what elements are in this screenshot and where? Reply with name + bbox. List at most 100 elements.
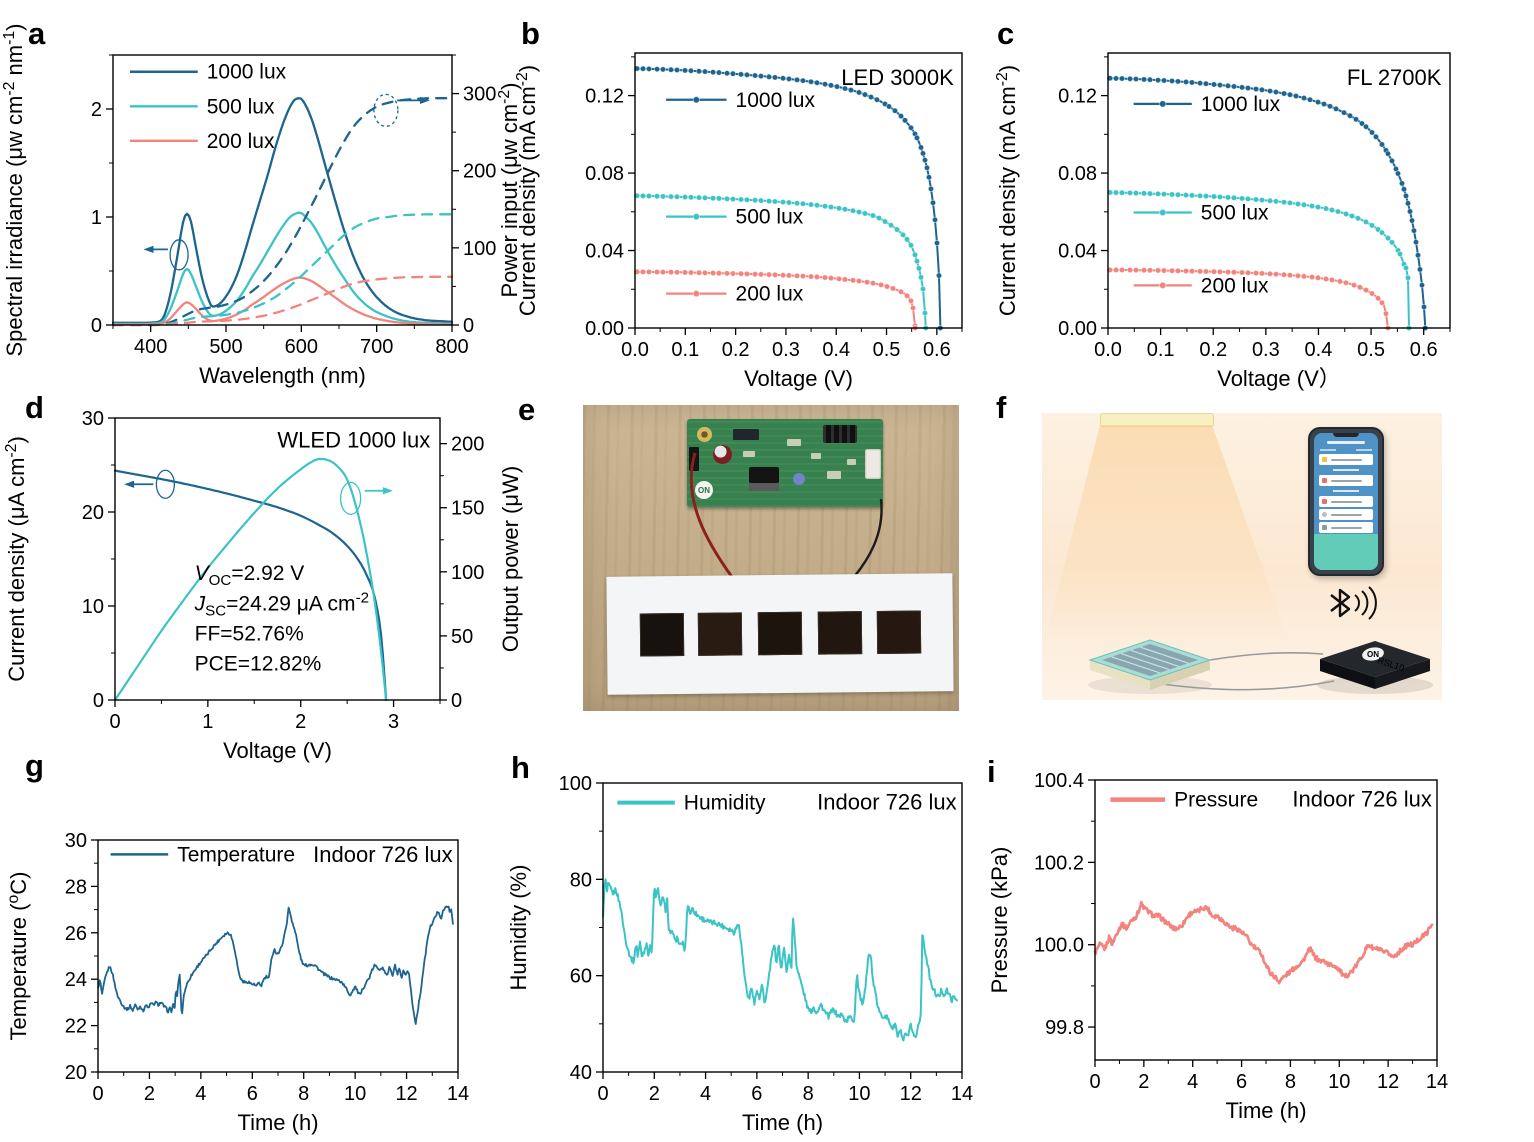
svg-text:0.00: 0.00 <box>1058 318 1097 340</box>
phone-app-titlebar <box>1314 438 1378 447</box>
capacitor-icon <box>713 445 732 464</box>
svg-text:0: 0 <box>597 1083 608 1105</box>
white-connector <box>865 449 881 479</box>
svg-text:14: 14 <box>1426 1071 1448 1093</box>
svg-text:0.2: 0.2 <box>722 339 750 361</box>
wires-overlay <box>689 452 883 578</box>
svg-text:200 lux: 200 lux <box>207 130 275 153</box>
svg-text:Time (h): Time (h) <box>1225 1098 1306 1123</box>
svg-text:Voltage (V）: Voltage (V） <box>1217 366 1341 391</box>
chip-logo-label: ON <box>1367 650 1379 659</box>
svg-text:100.4: 100.4 <box>1034 770 1084 792</box>
svg-text:2: 2 <box>1138 1071 1149 1093</box>
svg-text:1: 1 <box>91 207 102 229</box>
svg-text:3: 3 <box>388 711 399 733</box>
svg-text:8: 8 <box>1285 1071 1296 1093</box>
blue-component <box>793 473 805 485</box>
svg-text:Time (h): Time (h) <box>742 1110 823 1135</box>
svg-text:0.5: 0.5 <box>1357 339 1385 361</box>
chart-c-jv-fl2700k: 0.0 0.1 0.2 0.3 0.4 0.5 0.6 0.00 0.04 0.08 0.12 Vol… <box>994 52 1451 391</box>
svg-text:Wavelength (nm): Wavelength (nm) <box>199 363 366 388</box>
mounting-hole-icon <box>697 427 712 442</box>
module-side-right <box>1150 660 1210 690</box>
svg-text:0.04: 0.04 <box>1058 241 1097 263</box>
svg-text:FL 2700K: FL 2700K <box>1347 65 1442 90</box>
svg-text:1: 1 <box>202 711 213 733</box>
svg-text:Humidity: Humidity <box>684 792 766 815</box>
solar-cell <box>697 612 743 656</box>
svg-text:0.00: 0.00 <box>585 318 624 340</box>
svg-text:2: 2 <box>91 99 102 121</box>
wire-top <box>1209 652 1324 661</box>
smartphone <box>1308 427 1384 576</box>
phone-notch <box>1314 433 1378 438</box>
svg-text:10: 10 <box>848 1083 870 1105</box>
svg-text:400: 400 <box>134 336 167 358</box>
svg-text:8: 8 <box>803 1083 814 1105</box>
svg-text:Current density (mA cm-2): Current density (mA cm-2) <box>514 65 540 316</box>
svg-text:0: 0 <box>1089 1071 1100 1093</box>
svg-text:300: 300 <box>463 84 496 106</box>
chart-i-pressure: 0 2 4 6 8 10 12 14 99.8 100.0 100.2 100.4 Time (h) Pr… <box>987 770 1448 1123</box>
svg-text:0.6: 0.6 <box>923 339 951 361</box>
svg-text:Time (h): Time (h) <box>237 1110 318 1135</box>
phone-status-row <box>1314 447 1378 453</box>
svg-text:6: 6 <box>247 1083 258 1105</box>
svg-text:12: 12 <box>395 1083 417 1105</box>
svg-text:Temperature (oC): Temperature (oC) <box>5 872 31 1041</box>
svg-text:0.08: 0.08 <box>1058 163 1097 185</box>
svg-text:0: 0 <box>109 711 120 733</box>
svg-text:99.8: 99.8 <box>1045 1017 1084 1039</box>
svg-text:200 lux: 200 lux <box>1201 274 1269 297</box>
svg-text:0.4: 0.4 <box>1305 339 1333 361</box>
svg-text:WLED 1000 lux: WLED 1000 lux <box>277 428 430 453</box>
svg-text:100.0: 100.0 <box>1034 935 1084 957</box>
svg-text:Temperature: Temperature <box>177 843 295 866</box>
smd-component <box>787 439 801 446</box>
svg-text:2: 2 <box>144 1083 155 1105</box>
chart-b-jv-led3000k: 0.0 0.1 0.2 0.3 0.4 0.5 0.6 0.00 0.04 0.08 0.12 Vol… <box>514 52 963 391</box>
svg-text:150: 150 <box>451 498 484 520</box>
svg-text:700: 700 <box>360 336 393 358</box>
svg-text:0: 0 <box>91 315 102 337</box>
panel-label-d: d <box>25 390 44 425</box>
svg-text:Humidity (%): Humidity (%) <box>506 865 531 991</box>
svg-text:0.4: 0.4 <box>822 339 850 361</box>
svg-text:500 lux: 500 lux <box>736 206 804 229</box>
svg-text:10: 10 <box>1328 1071 1350 1093</box>
svg-text:26: 26 <box>65 923 87 945</box>
svg-text:0: 0 <box>451 690 462 712</box>
svg-text:Voltage (V): Voltage (V) <box>744 366 853 391</box>
svg-text:0.1: 0.1 <box>671 339 699 361</box>
svg-text:0.12: 0.12 <box>585 86 624 108</box>
svg-text:24: 24 <box>65 969 87 991</box>
svg-text:22: 22 <box>65 1016 87 1038</box>
svg-text:Power input (μw cm-2): Power input (μw cm-2) <box>496 82 522 297</box>
svg-text:0.3: 0.3 <box>772 339 800 361</box>
svg-text:12: 12 <box>1377 1071 1399 1093</box>
svg-text:200: 200 <box>463 161 496 183</box>
panel-label-e: e <box>518 392 536 427</box>
svg-text:60: 60 <box>570 966 592 988</box>
wire-bottom <box>1161 680 1335 691</box>
svg-text:0.6: 0.6 <box>1410 339 1438 361</box>
svg-text:28: 28 <box>65 876 87 898</box>
svg-text:100: 100 <box>463 238 496 260</box>
svg-text:600: 600 <box>285 336 318 358</box>
svg-text:0.04: 0.04 <box>585 241 624 263</box>
svg-text:0.1: 0.1 <box>1147 339 1175 361</box>
bluetooth-icon <box>1330 588 1351 618</box>
smd-component <box>827 471 841 479</box>
svg-text:Current density (mA cm-2): Current density (mA cm-2) <box>994 65 1020 316</box>
svg-text:30: 30 <box>82 408 104 430</box>
smd-component <box>811 453 821 459</box>
pin-header <box>823 425 857 443</box>
solar-cell <box>757 611 803 656</box>
svg-text:500: 500 <box>209 336 242 358</box>
svg-text:200 lux: 200 lux <box>736 283 804 306</box>
on-semiconductor-logo: ON <box>695 481 713 499</box>
panel-label-a: a <box>28 16 46 51</box>
svg-text:800: 800 <box>435 336 468 358</box>
solar-module-gridlines <box>1111 646 1189 674</box>
